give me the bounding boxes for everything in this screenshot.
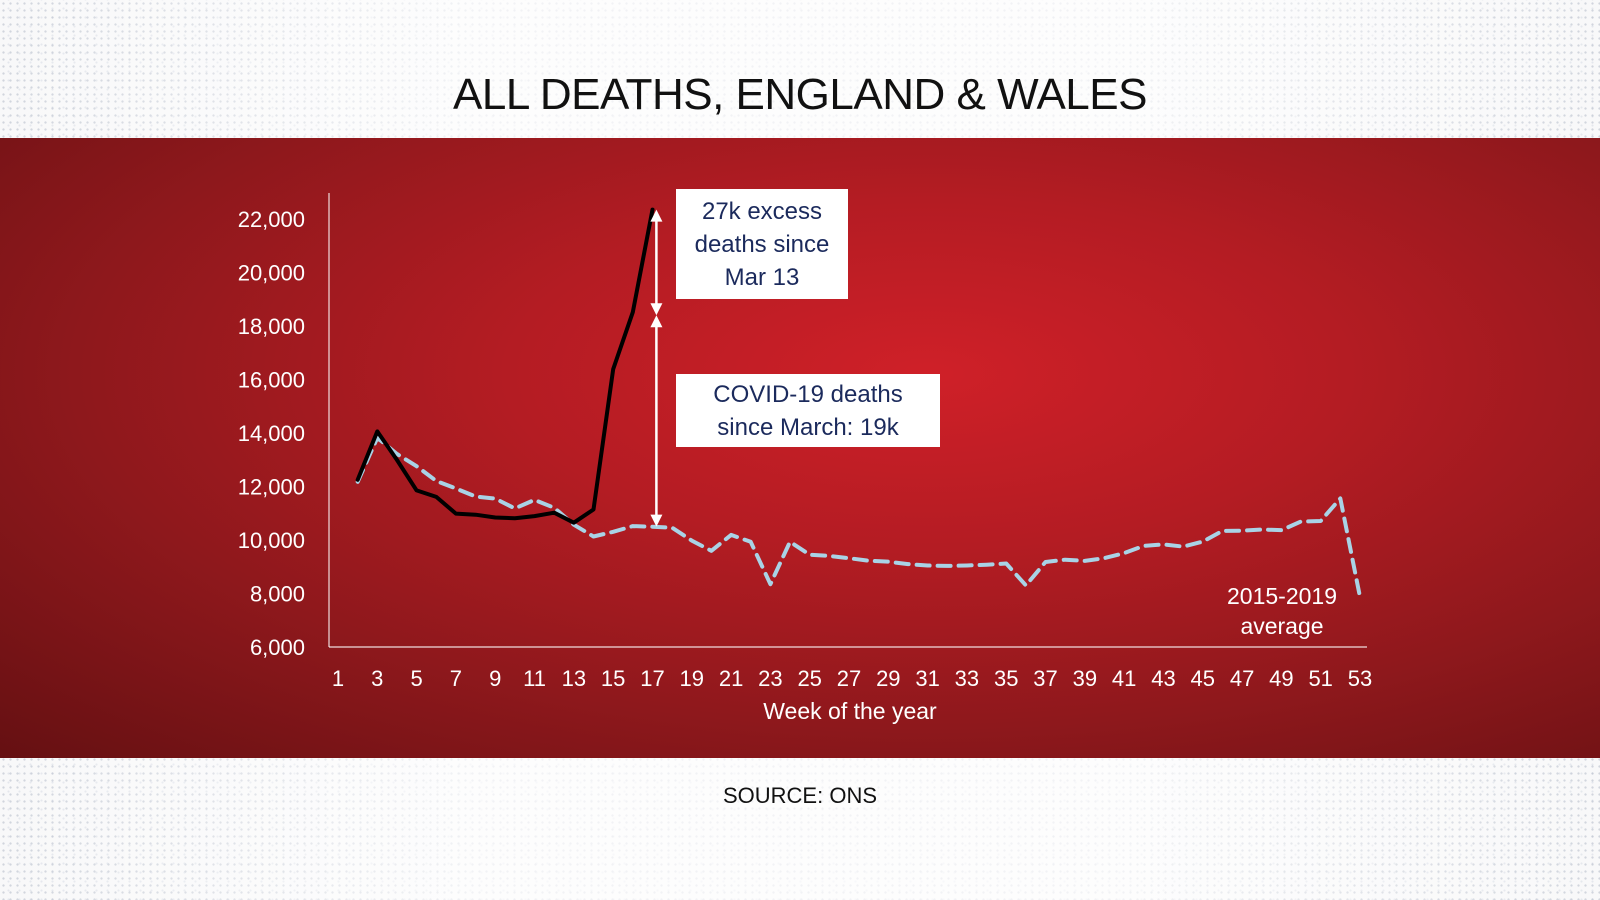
source-note: SOURCE: ONS — [722, 783, 878, 808]
x-tick-label: 19 — [680, 666, 704, 691]
top-band — [0, 0, 1600, 138]
y-tick-label: 6,000 — [250, 635, 305, 660]
covid-deaths-box — [676, 374, 940, 447]
y-tick-label: 14,000 — [238, 421, 305, 446]
x-tick-label: 3 — [371, 666, 383, 691]
x-tick-label: 53 — [1348, 666, 1372, 691]
x-tick-label: 23 — [758, 666, 782, 691]
covid-deaths-box-text: COVID-19 deaths — [713, 381, 902, 408]
covid-deaths-box-text: since March: 19k — [717, 414, 899, 441]
x-tick-label: 9 — [489, 666, 501, 691]
y-tick-label: 20,000 — [238, 261, 305, 286]
series-layer — [355, 207, 1362, 599]
series-2020-line — [355, 207, 655, 525]
bottom-band — [0, 758, 1600, 900]
x-tick-label: 1 — [332, 666, 344, 691]
y-tick-label: 8,000 — [250, 582, 305, 607]
covid-deaths-arrow-head-bottom — [650, 514, 663, 527]
y-tick-label: 10,000 — [238, 528, 305, 553]
x-tick-label: 39 — [1073, 666, 1097, 691]
x-tick-label: 27 — [837, 666, 861, 691]
average-series-label-line1: 2015-2019 — [1227, 583, 1337, 609]
excess-deaths-box-text: 27k excess — [702, 198, 822, 225]
x-tick-label: 47 — [1230, 666, 1254, 691]
annotations-layer: 27k excess deaths since Mar 13 COVID-19 dea… — [650, 189, 940, 527]
x-tick-label: 13 — [562, 666, 586, 691]
y-tick-label: 22,000 — [238, 207, 305, 232]
x-tick-label: 51 — [1308, 666, 1332, 691]
covid-deaths-arrow-head-top — [650, 315, 663, 328]
x-tick-label: 11 — [523, 666, 546, 691]
x-tick-label: 33 — [955, 666, 979, 691]
x-tick-label: 15 — [601, 666, 625, 691]
excess-deaths-box-text: Mar 13 — [725, 264, 800, 291]
x-tick-label: 43 — [1151, 666, 1175, 691]
average-series-label-line2: average — [1240, 613, 1323, 639]
x-tick-label: 25 — [797, 666, 821, 691]
x-tick-label: 7 — [450, 666, 462, 691]
x-tick-label: 5 — [410, 666, 422, 691]
chart-title: ALL DEATHS, ENGLAND & WALES — [453, 70, 1147, 119]
x-axis-title: Week of the year — [763, 698, 937, 724]
x-tick-label: 49 — [1269, 666, 1293, 691]
x-tick-label: 35 — [994, 666, 1018, 691]
x-tick-label: 21 — [719, 666, 743, 691]
x-tick-label: 37 — [1033, 666, 1057, 691]
axes: 6,000 8,000 10,000 12,000 14,000 16,000 18,000… — [238, 193, 1372, 691]
y-tick-label: 16,000 — [238, 368, 305, 393]
series-average-line — [355, 435, 1362, 599]
x-tick-label: 17 — [640, 666, 664, 691]
excess-deaths-box-text: deaths since — [695, 231, 830, 258]
excess-deaths-arrow-head-top — [650, 209, 663, 222]
x-tick-label: 29 — [876, 666, 900, 691]
x-tick-label: 45 — [1191, 666, 1215, 691]
excess-deaths-box — [676, 189, 848, 299]
y-tick-label: 18,000 — [238, 314, 305, 339]
excess-deaths-arrow-head-bottom — [650, 303, 663, 316]
x-tick-label: 41 — [1112, 666, 1136, 691]
y-tick-label: 12,000 — [238, 475, 305, 500]
x-tick-label: 31 — [915, 666, 939, 691]
